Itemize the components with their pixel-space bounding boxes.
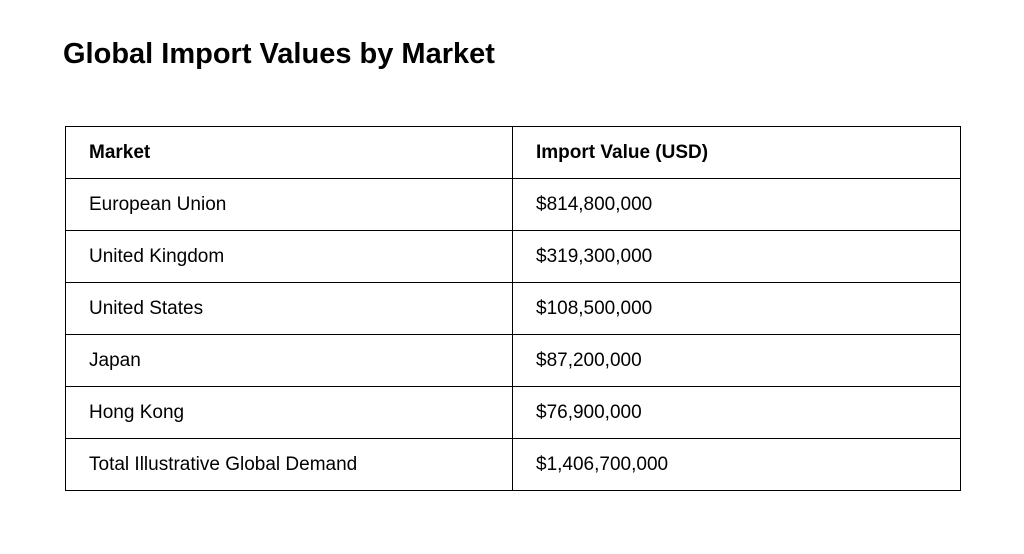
market-cell: Japan [65, 334, 513, 387]
table-row: Japan $87,200,000 [65, 334, 961, 387]
table-row: United Kingdom $319,300,000 [65, 230, 961, 283]
import-value-cell: $76,900,000 [512, 386, 961, 439]
market-column-header: Market [65, 126, 513, 179]
import-value-cell: $814,800,000 [512, 178, 961, 231]
table-row: Total Illustrative Global Demand $1,406,7… [65, 438, 961, 491]
import-value-column-header: Import Value (USD) [512, 126, 961, 179]
page-title: Global Import Values by Market [63, 38, 495, 70]
import-values-table: Market Import Value (USD) European Union… [65, 126, 961, 491]
import-value-cell: $1,406,700,000 [512, 438, 961, 491]
market-cell: United Kingdom [65, 230, 513, 283]
market-cell: United States [65, 282, 513, 335]
market-cell: Total Illustrative Global Demand [65, 438, 513, 491]
import-value-cell: $87,200,000 [512, 334, 961, 387]
market-cell: European Union [65, 178, 513, 231]
table-row: Hong Kong $76,900,000 [65, 386, 961, 439]
market-cell: Hong Kong [65, 386, 513, 439]
import-value-cell: $319,300,000 [512, 230, 961, 283]
table-row: United States $108,500,000 [65, 282, 961, 335]
table-header-row: Market Import Value (USD) [65, 126, 961, 179]
table-row: European Union $814,800,000 [65, 178, 961, 231]
import-value-cell: $108,500,000 [512, 282, 961, 335]
